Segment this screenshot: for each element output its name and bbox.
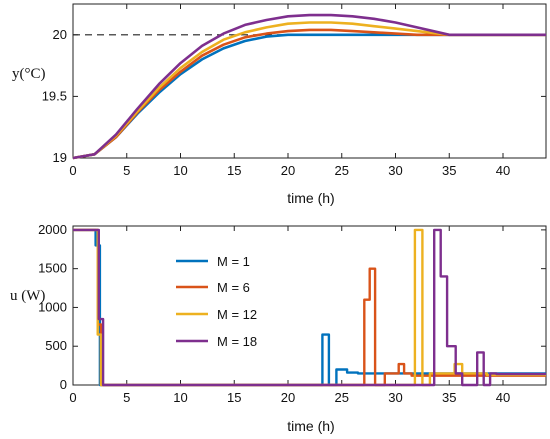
x-tick-label: 5 [123, 163, 130, 178]
x-tick-label: 20 [281, 390, 295, 405]
legend: M = 1 M = 6 M = 12 M = 18 [176, 254, 257, 349]
x-tick-label: 30 [388, 390, 402, 405]
y-tick-label: 1000 [38, 299, 67, 314]
legend-label-3: M = 12 [217, 307, 257, 322]
x-tick-label: 15 [227, 390, 241, 405]
axes-box [72, 3, 547, 159]
power-chart: u (W) time (h) 0 5 10 15 20 25 30 35 40 0 500 1000 1… [10, 222, 547, 434]
series-line-3 [73, 228, 546, 387]
x-tick-label: 0 [69, 163, 76, 178]
legend-label-2: M = 6 [217, 280, 250, 295]
x-tick-label: 40 [496, 390, 510, 405]
temperature-chart: y(°C) time (h) 0 5 10 15 20 25 30 35 40 19 19.5 20 [12, 3, 547, 206]
y-tick-label: 20 [53, 27, 67, 42]
y-axis-label-bottom: u (W) [10, 288, 45, 304]
x-tick-label: 35 [442, 390, 456, 405]
x-tick-label: 10 [173, 163, 187, 178]
x-tick-label: 25 [335, 163, 349, 178]
x-tick-label: 40 [496, 163, 510, 178]
series-line-2 [72, 28, 546, 160]
legend-label-1: M = 1 [217, 254, 250, 269]
y-tick-label: 19 [53, 150, 67, 165]
y-axis-label-top: y(°C) [12, 66, 46, 82]
x-tick-label: 5 [123, 390, 130, 405]
x-axis-label-top: time (h) [287, 190, 334, 206]
y-tick-label: 19.5 [42, 88, 67, 103]
x-tick-label: 0 [69, 390, 76, 405]
y-tick-label: 1500 [38, 261, 67, 276]
x-axis-label-bottom: time (h) [287, 418, 334, 434]
x-tick-label: 30 [388, 163, 402, 178]
axes-box [72, 225, 547, 386]
series-line-3 [72, 21, 546, 160]
x-tick-label: 35 [442, 163, 456, 178]
x-tick-label: 25 [335, 390, 349, 405]
series-line-1 [73, 228, 546, 387]
x-tick-label: 10 [173, 390, 187, 405]
legend-label-4: M = 18 [217, 334, 257, 349]
series-line-2 [73, 228, 546, 387]
x-tick-label: 15 [227, 163, 241, 178]
series-line-1 [72, 33, 546, 160]
series-line-4 [73, 228, 546, 387]
series-line-4 [72, 13, 546, 160]
y-tick-label: 500 [45, 338, 67, 353]
x-tick-label: 20 [281, 163, 295, 178]
y-tick-label: 2000 [38, 222, 67, 237]
y-tick-label: 0 [60, 377, 67, 392]
